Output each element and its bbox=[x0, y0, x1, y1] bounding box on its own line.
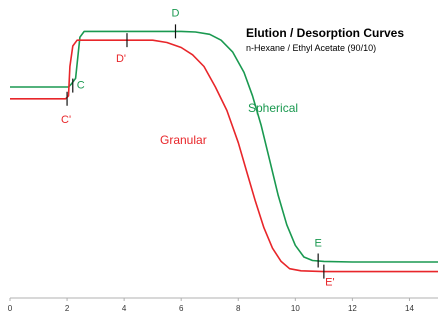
x-tick-label: 0 bbox=[8, 304, 13, 313]
series-line-granular bbox=[10, 39, 438, 273]
series-label-spherical: Spherical bbox=[248, 101, 298, 115]
annotation-label: E bbox=[314, 237, 321, 249]
annotation-label: C bbox=[77, 80, 85, 92]
annotation-layer: C D E C' D' E' bbox=[61, 7, 335, 288]
chart-title: Elution / Desorption Curves bbox=[246, 26, 404, 40]
x-tick-label: 8 bbox=[236, 304, 241, 313]
x-axis: 0 2 4 6 8 10 12 14 bbox=[8, 297, 438, 313]
annotation-label: C' bbox=[61, 114, 71, 126]
series-layer bbox=[10, 30, 438, 273]
x-tick-label: 6 bbox=[179, 304, 184, 313]
annotation-label: D' bbox=[116, 53, 126, 65]
x-tick-label: 2 bbox=[65, 304, 70, 313]
x-tick-label: 14 bbox=[405, 304, 414, 313]
x-tick-label: 4 bbox=[122, 304, 127, 313]
chart-subtitle: n-Hexane / Ethyl Acetate (90/10) bbox=[246, 43, 376, 53]
annotation-label: D bbox=[172, 7, 180, 19]
series-line-spherical bbox=[10, 30, 438, 263]
x-tick-label: 10 bbox=[291, 304, 300, 313]
series-label-granular: Granular bbox=[160, 133, 207, 147]
annotation-label: E' bbox=[325, 277, 334, 289]
x-tick-label: 12 bbox=[348, 304, 357, 313]
